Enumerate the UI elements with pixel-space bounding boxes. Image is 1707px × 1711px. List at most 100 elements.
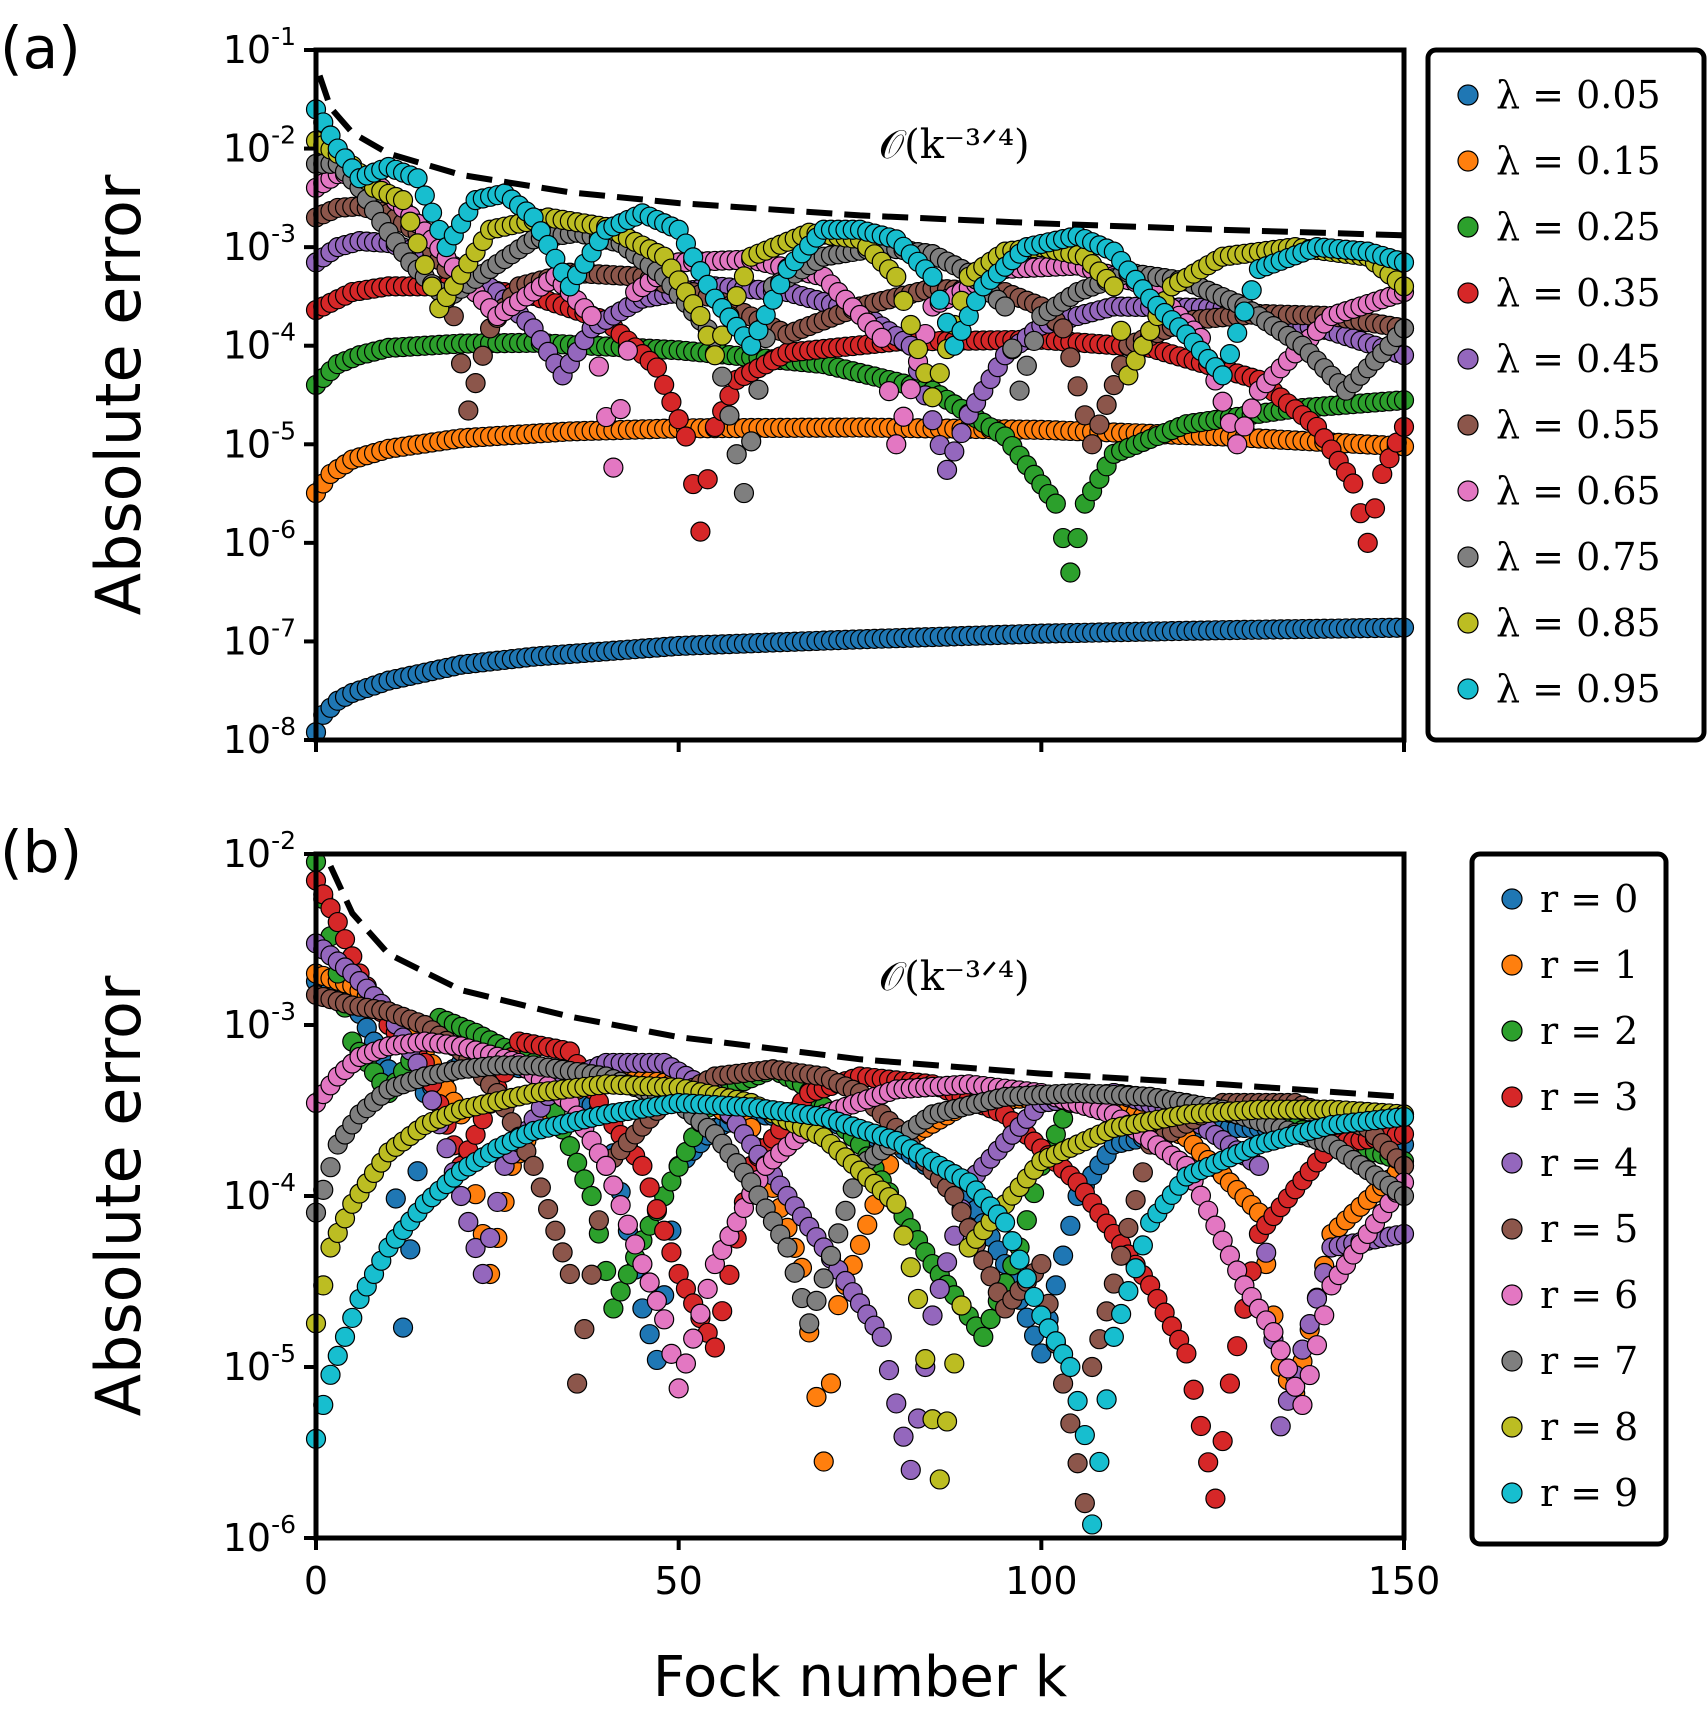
data-point xyxy=(574,1319,595,1340)
data-point xyxy=(871,327,892,349)
data-point xyxy=(936,1252,958,1273)
data-point xyxy=(922,1305,943,1326)
data-point xyxy=(603,1298,624,1319)
y-tick-label: 10-4 xyxy=(223,1168,296,1218)
data-point xyxy=(523,1155,544,1176)
panel-label: (b) xyxy=(0,818,82,886)
legend-entry: λ = 0.75 xyxy=(1496,535,1661,579)
data-point xyxy=(922,410,943,431)
data-point xyxy=(1234,301,1255,322)
data-point xyxy=(487,1191,508,1213)
data-point xyxy=(1241,280,1262,301)
data-point xyxy=(1118,1217,1139,1239)
data-point xyxy=(320,1364,341,1385)
data-point xyxy=(646,357,668,378)
legend: r = 0 r = 1 r = 2 r = 3 r = 4 r = 5 r = 6 r = 7… xyxy=(1469,851,1669,1547)
data-point xyxy=(1277,1358,1299,1379)
data-point xyxy=(777,1237,798,1258)
data-point xyxy=(1132,1162,1153,1183)
y-tick-label: 10-2 xyxy=(223,121,296,171)
data-point xyxy=(799,1313,820,1334)
data-point xyxy=(806,1290,827,1311)
data-point xyxy=(1227,322,1248,343)
data-point xyxy=(973,1326,994,1347)
data-point xyxy=(1125,1190,1146,1211)
data-point xyxy=(1205,1488,1226,1509)
data-point xyxy=(436,1138,457,1159)
legend-marker xyxy=(1501,1218,1523,1240)
data-point xyxy=(1082,1356,1103,1378)
data-point xyxy=(1190,1415,1212,1437)
legend-marker xyxy=(1501,954,1523,976)
data-point xyxy=(675,426,697,447)
annotation: 𝒪(k⁻³ᐟ⁴) xyxy=(879,122,1030,168)
data-point xyxy=(675,1353,697,1374)
data-point xyxy=(1212,365,1233,386)
data-point xyxy=(421,1090,443,1111)
data-point xyxy=(726,444,747,465)
data-point xyxy=(849,1234,871,1256)
data-point xyxy=(421,202,443,223)
legend-marker xyxy=(1457,150,1479,172)
data-point xyxy=(893,406,914,427)
data-point xyxy=(1045,493,1066,514)
data-point xyxy=(327,1345,348,1366)
data-point xyxy=(1060,562,1081,583)
legend-entry: λ = 0.85 xyxy=(1496,601,1661,645)
legend-marker xyxy=(1457,282,1479,304)
data-point xyxy=(893,290,914,312)
data-point xyxy=(1183,1379,1204,1400)
legend-marker xyxy=(1457,678,1479,700)
legend-marker xyxy=(1501,1152,1523,1174)
data-point xyxy=(1343,473,1364,494)
data-point xyxy=(1052,1245,1074,1266)
data-point xyxy=(712,366,733,387)
legend-entry: r = 2 xyxy=(1540,1009,1638,1053)
data-point xyxy=(994,1212,1016,1233)
y-tick-label: 10-2 xyxy=(223,826,296,876)
data-point xyxy=(1111,1245,1132,1266)
data-point xyxy=(704,1337,726,1358)
data-points xyxy=(305,851,1415,1535)
data-point xyxy=(392,1317,414,1338)
data-point xyxy=(450,1185,472,1207)
data-point xyxy=(936,1411,958,1432)
data-point xyxy=(828,1223,849,1244)
series-9 xyxy=(305,99,1415,386)
legend-entry: r = 4 xyxy=(1540,1141,1638,1185)
data-point xyxy=(1248,1155,1270,1176)
data-point xyxy=(1060,1215,1081,1236)
data-point xyxy=(1263,1321,1284,1343)
data-points xyxy=(305,99,1415,743)
data-point xyxy=(458,400,479,421)
data-point xyxy=(639,1324,660,1345)
data-point xyxy=(1016,355,1037,376)
data-point xyxy=(1256,1242,1277,1263)
legend-entry: r = 5 xyxy=(1540,1207,1638,1251)
data-point xyxy=(567,1152,588,1173)
data-point xyxy=(1285,1376,1306,1397)
data-point xyxy=(726,286,747,307)
data-point xyxy=(1089,1451,1110,1473)
data-point xyxy=(1212,391,1233,412)
data-point xyxy=(1009,380,1030,401)
legend-entry: λ = 0.15 xyxy=(1496,139,1661,183)
data-point xyxy=(327,911,348,933)
legend-marker xyxy=(1457,348,1479,370)
data-point xyxy=(567,1373,588,1394)
data-point xyxy=(690,305,711,327)
data-point xyxy=(334,929,356,950)
x-tick-label: 100 xyxy=(1005,1559,1078,1603)
data-point xyxy=(1299,1364,1320,1386)
data-point xyxy=(907,1288,929,1310)
data-point xyxy=(929,363,950,384)
legend-entry: r = 0 xyxy=(1540,877,1638,921)
data-point xyxy=(646,1290,668,1312)
y-tick-label: 10-3 xyxy=(223,219,296,269)
data-point xyxy=(944,1353,965,1374)
annotation: 𝒪(k⁻³ᐟ⁴) xyxy=(879,954,1030,1000)
data-point xyxy=(414,254,435,276)
data-point xyxy=(886,1393,907,1414)
data-point xyxy=(1089,414,1110,435)
data-point xyxy=(654,1309,675,1330)
